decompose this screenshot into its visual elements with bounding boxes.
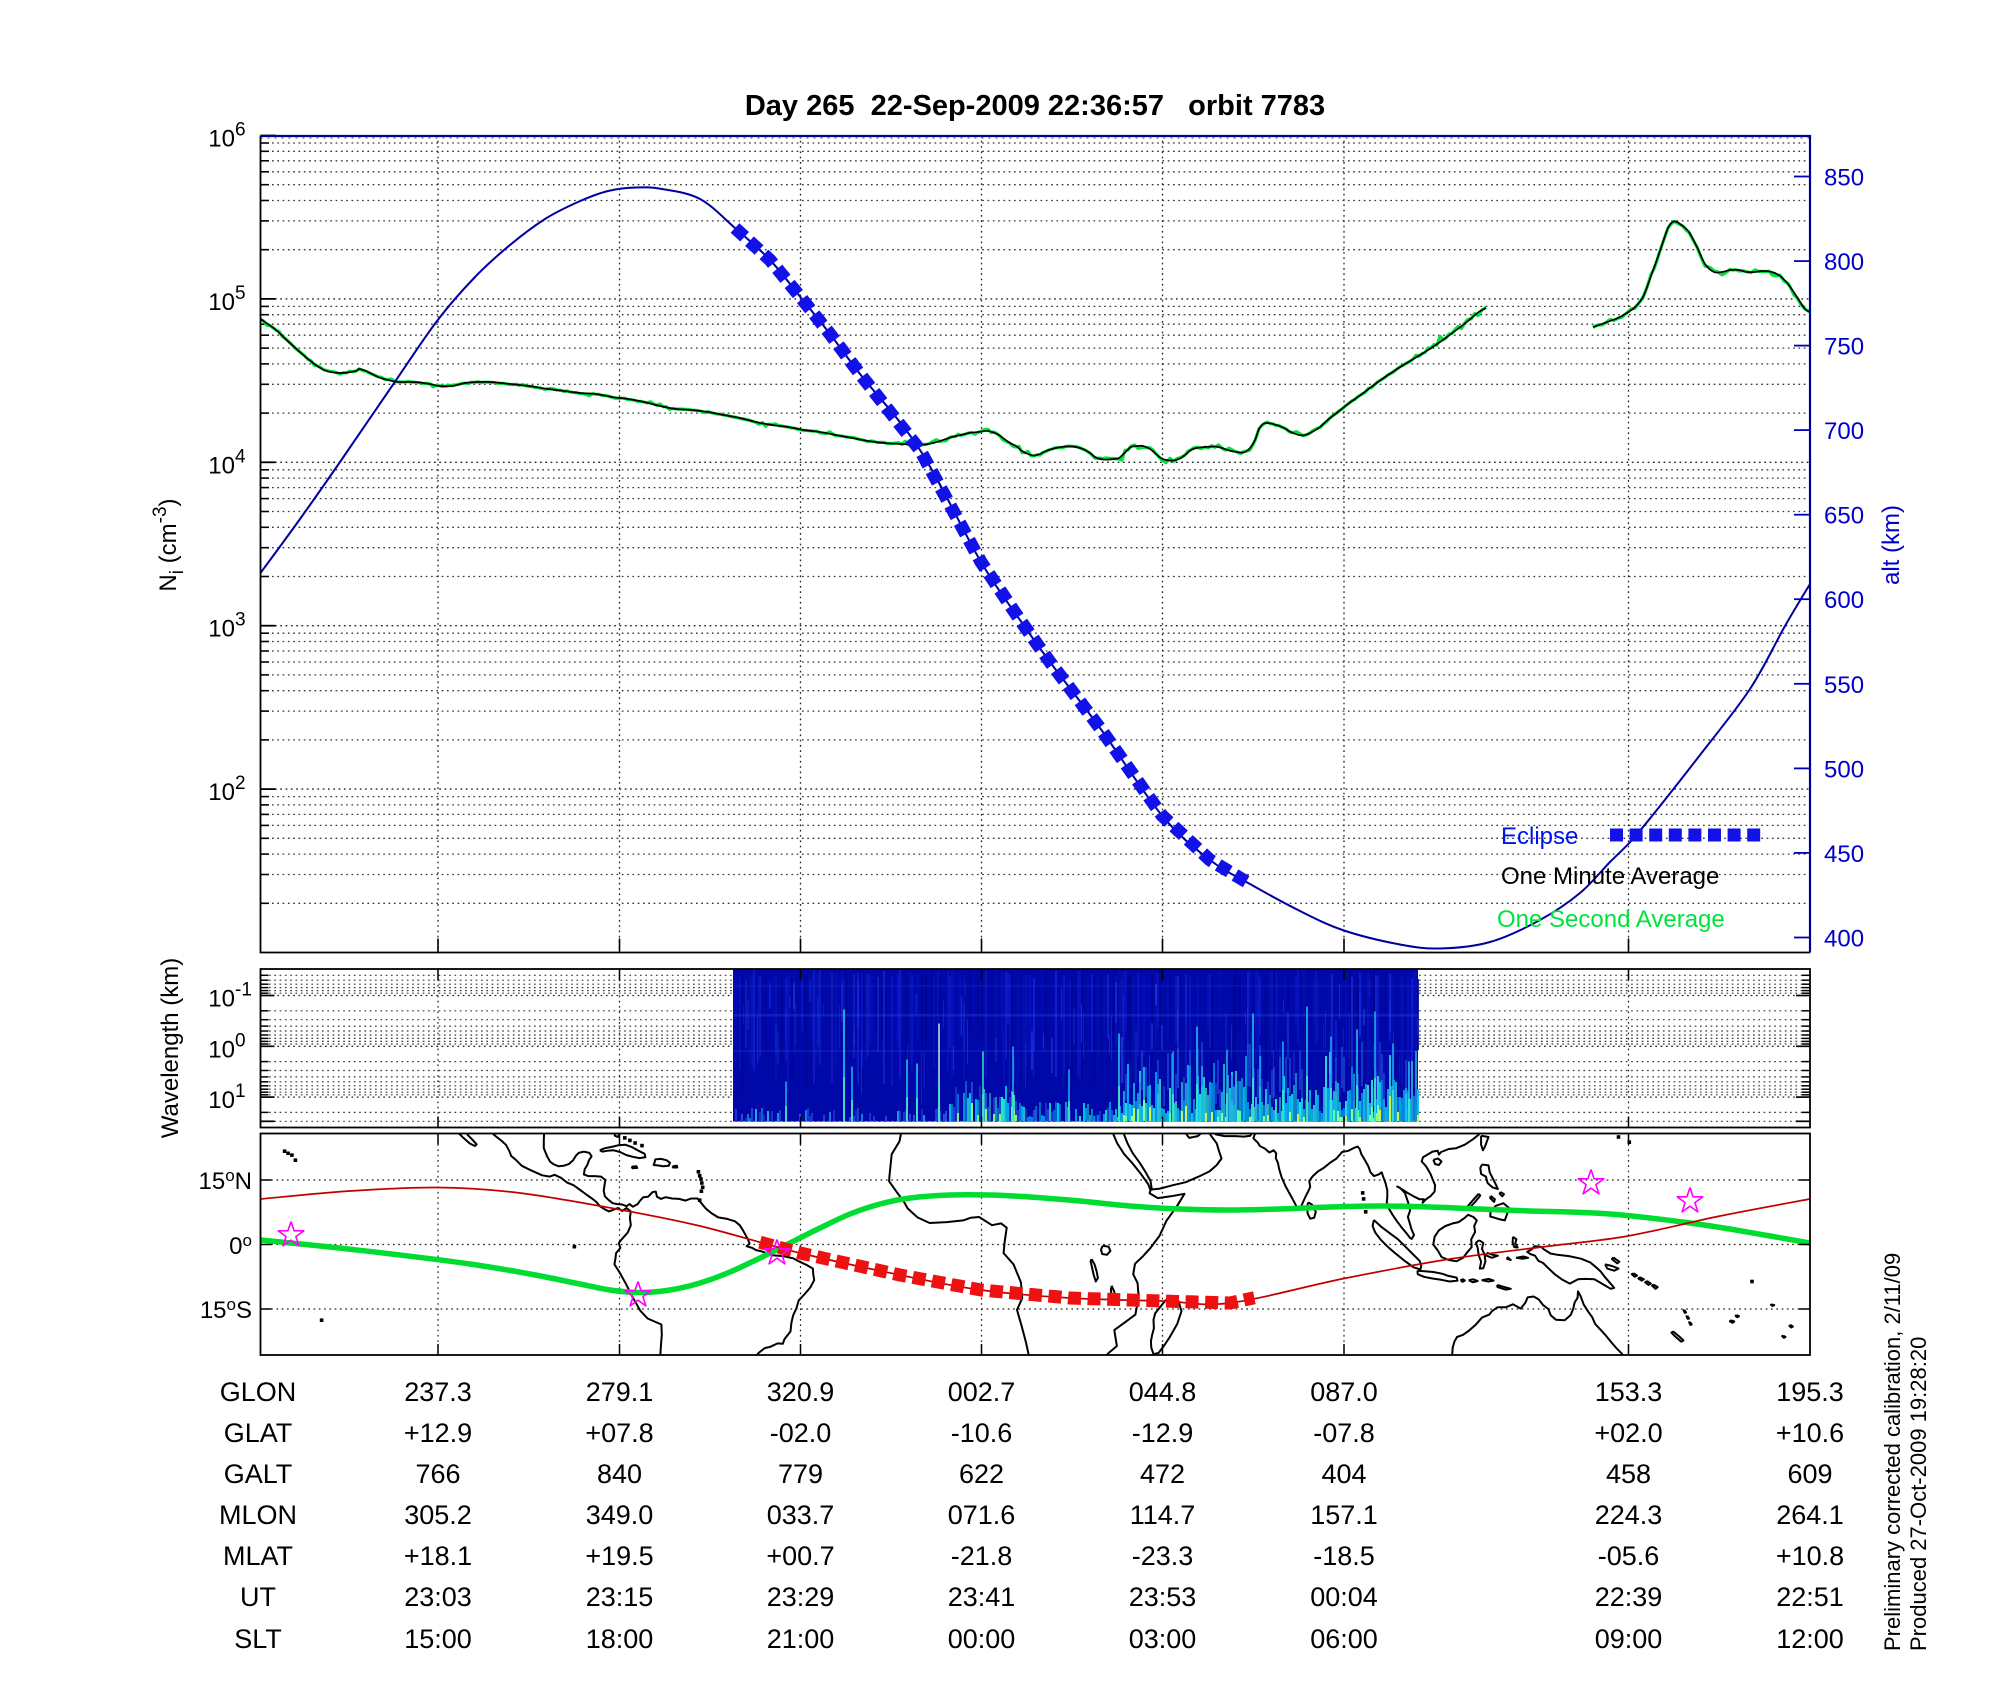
svg-text:10: 10	[208, 616, 235, 643]
svg-text:400: 400	[1824, 926, 1864, 953]
svg-text:GALT: GALT	[224, 1459, 293, 1489]
svg-text:766: 766	[415, 1459, 460, 1489]
svg-text:10: 10	[208, 1036, 235, 1063]
svg-text:SLT: SLT	[234, 1624, 282, 1654]
svg-text:609: 609	[1787, 1459, 1832, 1489]
svg-text:12:00: 12:00	[1776, 1624, 1844, 1654]
svg-text:UT: UT	[240, 1582, 276, 1612]
svg-text:550: 550	[1824, 672, 1864, 699]
svg-text:+10.8: +10.8	[1776, 1541, 1844, 1571]
svg-text:Produced 27-Oct-2009 19:28:20: Produced 27-Oct-2009 19:28:20	[1906, 1337, 1931, 1651]
svg-text:MLAT: MLAT	[223, 1541, 293, 1571]
svg-text:500: 500	[1824, 756, 1864, 783]
svg-text:2: 2	[235, 773, 246, 794]
svg-text:650: 650	[1824, 503, 1864, 530]
svg-text:600: 600	[1824, 587, 1864, 614]
svg-text:10: 10	[208, 779, 235, 806]
svg-text:195.3: 195.3	[1776, 1377, 1844, 1407]
svg-text:One Second Average: One Second Average	[1497, 906, 1725, 933]
svg-text:114.7: 114.7	[1130, 1500, 1196, 1530]
svg-text:23:29: 23:29	[767, 1582, 835, 1612]
svg-text:06:00: 06:00	[1310, 1624, 1378, 1654]
svg-text:+19.5: +19.5	[585, 1541, 653, 1571]
svg-text:23:15: 23:15	[586, 1582, 654, 1612]
svg-text:MLON: MLON	[219, 1500, 297, 1530]
svg-text:03:00: 03:00	[1129, 1624, 1197, 1654]
svg-text:404: 404	[1321, 1459, 1366, 1489]
svg-text:-1: -1	[235, 980, 252, 1001]
svg-text:15oS: 15oS	[200, 1295, 252, 1324]
svg-text:+12.9: +12.9	[404, 1418, 472, 1448]
svg-text:3: 3	[235, 610, 246, 631]
svg-text:-12.9: -12.9	[1132, 1418, 1194, 1448]
svg-text:002.7: 002.7	[948, 1377, 1016, 1407]
svg-text:alt (km): alt (km)	[1878, 505, 1905, 585]
svg-text:Day 265 22-Sep-2009 22:36:57: Day 265 22-Sep-2009 22:36:57 orbit 7783	[745, 90, 1325, 122]
svg-text:4: 4	[235, 446, 246, 467]
svg-text:One Minute Average: One Minute Average	[1501, 863, 1719, 890]
svg-text:GLAT: GLAT	[224, 1418, 293, 1448]
svg-text:+10.6: +10.6	[1776, 1418, 1844, 1448]
svg-text:264.1: 264.1	[1776, 1500, 1844, 1530]
svg-text:+07.8: +07.8	[585, 1418, 653, 1448]
svg-text:044.8: 044.8	[1129, 1377, 1197, 1407]
svg-text:458: 458	[1606, 1459, 1651, 1489]
svg-text:-10.6: -10.6	[951, 1418, 1013, 1448]
svg-text:033.7: 033.7	[767, 1500, 835, 1530]
svg-text:10: 10	[208, 126, 235, 153]
svg-text:5: 5	[235, 283, 246, 304]
svg-text:-23.3: -23.3	[1132, 1541, 1194, 1571]
svg-text:22:39: 22:39	[1595, 1582, 1663, 1612]
svg-text:GLON: GLON	[220, 1377, 297, 1407]
svg-text:-07.8: -07.8	[1313, 1418, 1375, 1448]
svg-text:087.0: 087.0	[1310, 1377, 1378, 1407]
svg-text:10: 10	[208, 1087, 235, 1114]
svg-text:-05.6: -05.6	[1598, 1541, 1660, 1571]
svg-text:Eclipse: Eclipse	[1501, 823, 1578, 850]
svg-text:-21.8: -21.8	[951, 1541, 1013, 1571]
svg-text:1: 1	[235, 1081, 246, 1102]
svg-text:00:00: 00:00	[948, 1624, 1016, 1654]
svg-text:349.0: 349.0	[586, 1500, 654, 1530]
svg-text:09:00: 09:00	[1595, 1624, 1663, 1654]
svg-text:850: 850	[1824, 165, 1864, 192]
svg-text:+00.7: +00.7	[766, 1541, 834, 1571]
svg-text:622: 622	[959, 1459, 1004, 1489]
svg-text:+02.0: +02.0	[1594, 1418, 1662, 1448]
svg-text:800: 800	[1824, 249, 1864, 276]
svg-text:+18.1: +18.1	[404, 1541, 472, 1571]
svg-text:472: 472	[1140, 1459, 1185, 1489]
svg-text:0: 0	[235, 1030, 246, 1051]
svg-text:-18.5: -18.5	[1313, 1541, 1375, 1571]
svg-text:700: 700	[1824, 418, 1864, 445]
svg-text:279.1: 279.1	[586, 1377, 654, 1407]
svg-text:23:41: 23:41	[948, 1582, 1016, 1612]
svg-text:6: 6	[235, 120, 246, 141]
svg-text:305.2: 305.2	[404, 1500, 472, 1530]
svg-text:15oN: 15oN	[198, 1166, 252, 1195]
svg-text:Preliminary corrected calibrat: Preliminary corrected calibration, 2/11/…	[1880, 1253, 1905, 1651]
svg-text:750: 750	[1824, 334, 1864, 361]
svg-text:10: 10	[208, 289, 235, 316]
svg-text:-02.0: -02.0	[770, 1418, 832, 1448]
svg-text:18:00: 18:00	[586, 1624, 654, 1654]
svg-text:10: 10	[208, 452, 235, 479]
svg-text:157.1: 157.1	[1310, 1500, 1378, 1530]
svg-text:224.3: 224.3	[1595, 1500, 1663, 1530]
svg-text:23:03: 23:03	[404, 1582, 472, 1612]
svg-text:153.3: 153.3	[1595, 1377, 1663, 1407]
svg-text:22:51: 22:51	[1776, 1582, 1844, 1612]
svg-text:00:04: 00:04	[1310, 1582, 1378, 1612]
svg-text:Wavelength (km): Wavelength (km)	[157, 958, 184, 1139]
svg-text:320.9: 320.9	[767, 1377, 835, 1407]
svg-text:450: 450	[1824, 841, 1864, 868]
svg-text:21:00: 21:00	[767, 1624, 835, 1654]
svg-text:23:53: 23:53	[1129, 1582, 1197, 1612]
svg-text:779: 779	[778, 1459, 823, 1489]
svg-text:071.6: 071.6	[948, 1500, 1016, 1530]
svg-text:15:00: 15:00	[404, 1624, 472, 1654]
svg-text:840: 840	[597, 1459, 642, 1489]
svg-text:237.3: 237.3	[404, 1377, 472, 1407]
svg-text:10: 10	[208, 986, 235, 1013]
